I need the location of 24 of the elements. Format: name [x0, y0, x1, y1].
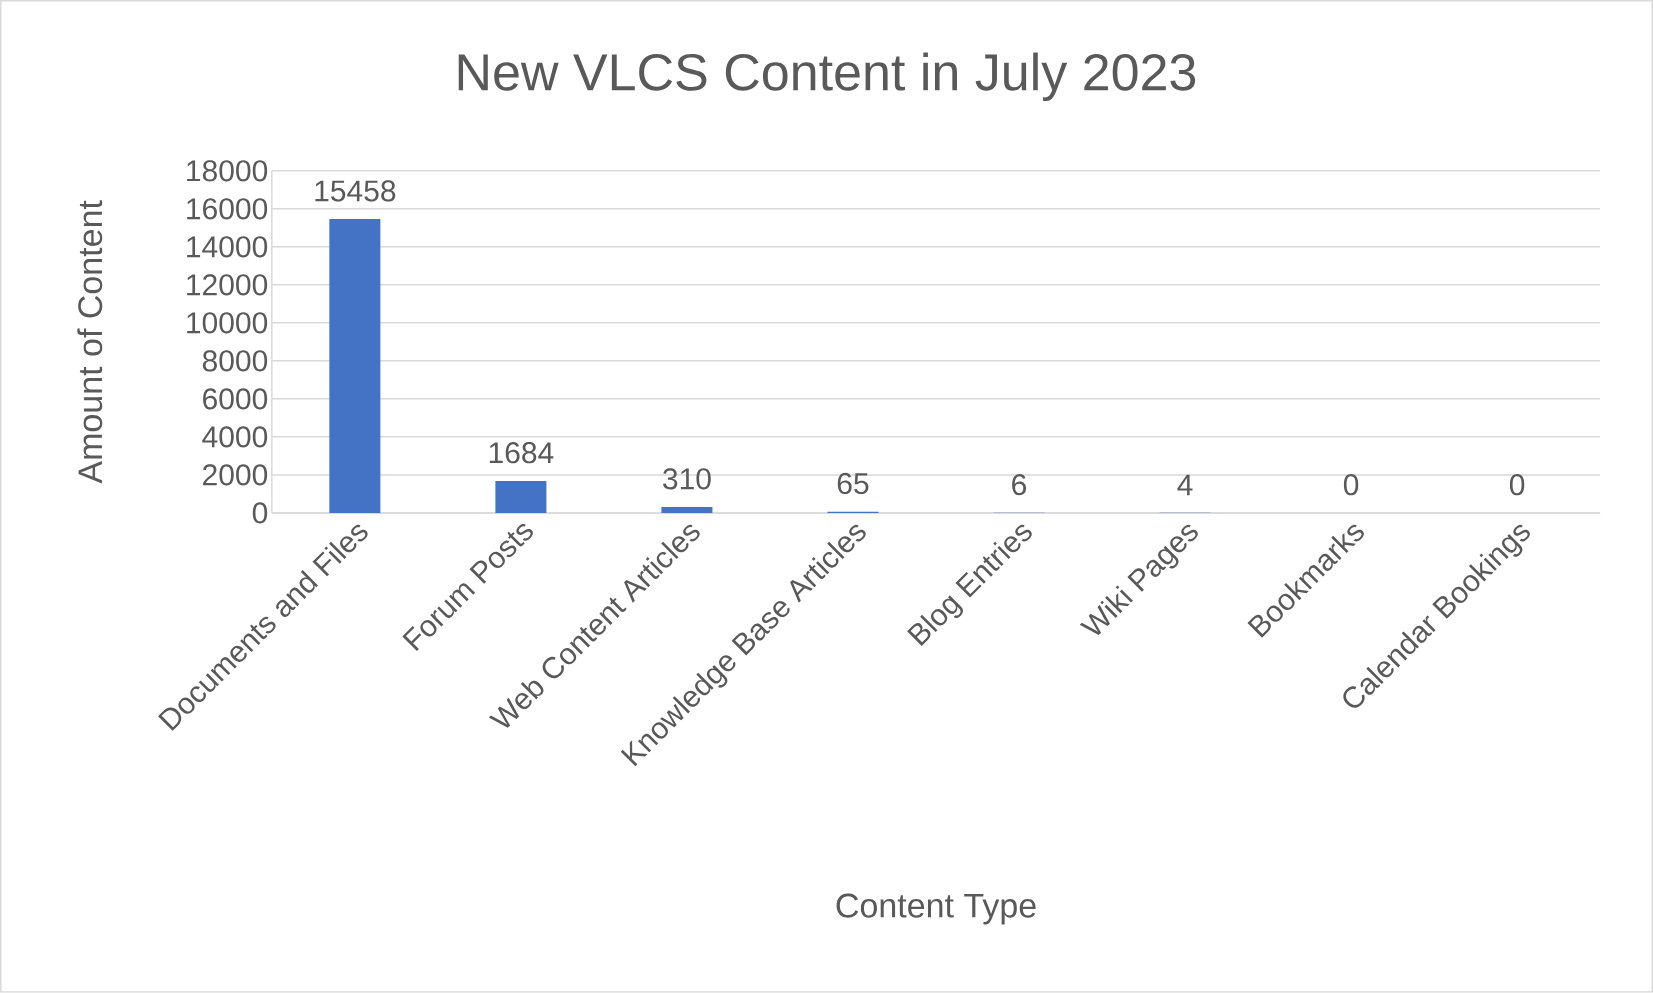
y-tick-label: 18000	[187, 160, 268, 182]
y-tick-label: 2000	[203, 464, 268, 486]
y-tick-label: 4000	[202, 426, 268, 448]
bar	[661, 507, 713, 513]
y-tick-label: 16000	[187, 198, 268, 220]
chart-title: New VLCS Content in July 2023	[458, 52, 1196, 102]
y-tick-label: 6000	[203, 388, 268, 410]
data-label: 4	[1177, 474, 1193, 496]
y-tick-label: 10000	[187, 312, 268, 334]
data-label: 15458	[315, 180, 396, 202]
data-label: 1684	[489, 442, 554, 464]
y-tick-label: 14000	[187, 236, 268, 258]
bar	[329, 219, 381, 513]
data-label: 6	[1012, 474, 1027, 496]
y-axis-title: Amount of Content	[77, 200, 103, 484]
data-label: 0	[1509, 474, 1525, 496]
y-tick-label: 0	[252, 502, 268, 524]
data-label: 310	[663, 468, 711, 490]
y-tick-label: 8000	[202, 350, 268, 372]
y-tick-label: 12000	[187, 274, 268, 296]
data-label: 0	[1343, 474, 1359, 496]
x-axis-title: Content Type	[836, 893, 1036, 925]
data-label: 65	[837, 472, 869, 495]
bar	[495, 481, 547, 513]
